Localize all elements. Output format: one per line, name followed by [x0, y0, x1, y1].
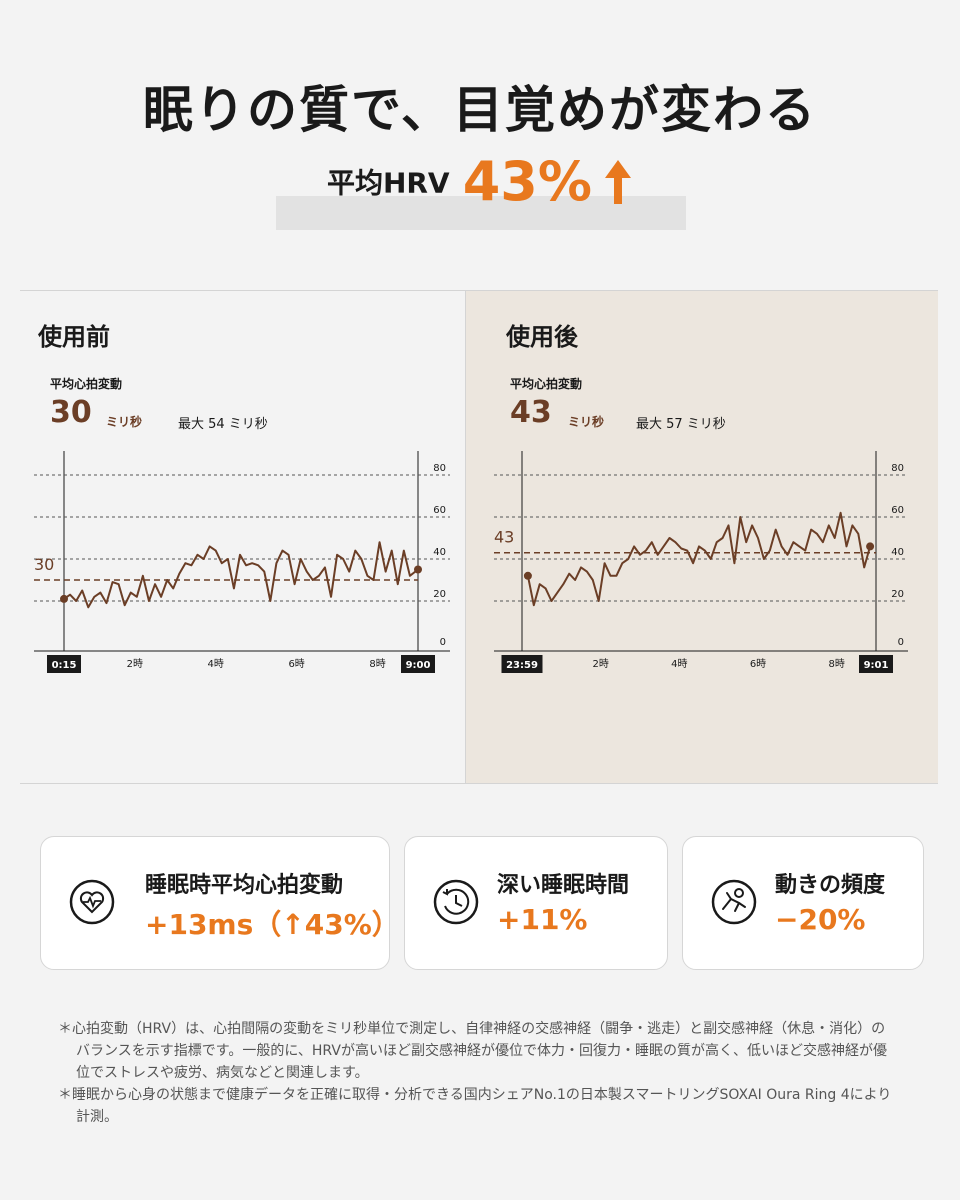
- start-time-label-box: [47, 655, 81, 673]
- end-time-label: 9:01: [859, 655, 893, 673]
- metric-label: 平均心拍変動: [510, 377, 583, 391]
- start-marker: [523, 571, 532, 580]
- end-time-label-box: [401, 655, 435, 673]
- heart-rate-icon: [69, 879, 115, 925]
- footnote: ＊睡眠から心身の状態まで健康データを正確に取得・分析できる国内シェアNo.1の日…: [58, 1087, 892, 1125]
- y-tick-label: 60: [891, 505, 904, 516]
- start-time-label: 0:15: [47, 655, 81, 673]
- y-tick-label: 40: [433, 547, 446, 558]
- footnote: ＊心拍変動（HRV）は、心拍間隔の変動をミリ秒単位で測定し、自律神経の交感神経（…: [58, 1021, 887, 1081]
- end-time-label-text: 9:00: [406, 660, 431, 671]
- comparison-panels: 使用前 平均心拍変動 30 ミリ秒 最大 54 ミリ秒 0 20 40 60 80 30 2…: [20, 290, 938, 784]
- end-marker: [866, 542, 875, 551]
- metric-max: 最大 57 ミリ秒: [636, 417, 726, 432]
- y-tick-label: 80: [433, 463, 446, 474]
- x-tick-label: 4時: [671, 658, 687, 670]
- metric-value: 30: [50, 395, 92, 430]
- start-time-label-text: 0:15: [52, 660, 77, 671]
- metric-unit: ミリ秒: [568, 415, 605, 429]
- before-panel: 使用前 平均心拍変動 30 ミリ秒 最大 54 ミリ秒 0 20 40 60 80 30 2…: [20, 291, 466, 783]
- metric-card-hrv: 睡眠時平均心拍変動 +13ms（↑43%）: [40, 836, 400, 970]
- y-tick-label: 20: [433, 589, 446, 600]
- page-title: 眠りの質で、目覚めが変わる: [143, 81, 817, 139]
- metric-label: 平均心拍変動: [50, 377, 123, 391]
- clock-icon: [433, 879, 479, 925]
- card-title: 睡眠時平均心拍変動: [145, 873, 344, 898]
- start-marker: [60, 594, 68, 603]
- hrv-series-line: [526, 511, 872, 607]
- card-value: +13ms（↑43%）: [145, 908, 400, 941]
- x-tick-label: 8時: [828, 658, 844, 670]
- hrv-label: 平均HRV: [326, 166, 450, 200]
- x-tick-label: 6時: [750, 658, 766, 670]
- hrv-chart-after: 0 20 40 60 80 43 2時 4時 6時 8時 23:59 9:01: [494, 451, 908, 673]
- y-tick-label: 80: [891, 463, 904, 474]
- average-line-label: 43: [494, 528, 514, 547]
- panel-title: 使用後: [506, 323, 578, 351]
- panel-title: 使用前: [38, 323, 110, 351]
- footnotes: ＊心拍変動（HRV）は、心拍間隔の変動をミリ秒単位で測定し、自律神経の交感神経（…: [58, 1018, 898, 1128]
- card-value: +11%: [497, 903, 588, 936]
- end-time-label-text: 9:01: [864, 660, 889, 671]
- x-tick-label: 4時: [208, 658, 224, 670]
- start-time-label-text: 23:59: [506, 660, 538, 671]
- metric-card-deep-sleep: 深い睡眠時間 +11%: [404, 836, 668, 970]
- hrv-summary: 平均HRV 43%: [0, 150, 960, 213]
- hrv-value: 43%: [462, 150, 592, 213]
- y-tick-label: 0: [440, 637, 446, 648]
- start-time-label-box: [501, 655, 543, 673]
- x-tick-label: 2時: [127, 658, 143, 670]
- arrow-up-icon: [605, 159, 632, 204]
- metric-max: 最大 54 ミリ秒: [178, 417, 268, 432]
- end-time-label: 9:00: [401, 655, 435, 673]
- average-line-label: 30: [34, 555, 54, 574]
- hrv-series-line: [63, 541, 419, 609]
- metric-value: 43: [510, 395, 552, 430]
- y-tick-label: 60: [433, 505, 446, 516]
- card-value: −20%: [775, 903, 866, 936]
- end-time-label-box: [859, 655, 893, 673]
- card-title: 動きの頻度: [775, 873, 886, 898]
- x-tick-label: 2時: [592, 658, 608, 670]
- metric-unit: ミリ秒: [106, 415, 143, 429]
- after-panel: 使用後 平均心拍変動 43 ミリ秒 最大 57 ミリ秒 0 20 40 60 80 43 2…: [466, 291, 938, 783]
- x-tick-label: 6時: [288, 658, 304, 670]
- y-tick-label: 40: [891, 547, 904, 558]
- y-tick-label: 0: [898, 637, 904, 648]
- y-tick-label: 20: [891, 589, 904, 600]
- end-marker: [414, 565, 422, 574]
- x-tick-label: 8時: [369, 658, 385, 670]
- sleeping-figure-icon: [711, 879, 757, 925]
- start-time-label: 23:59: [501, 655, 543, 673]
- hrv-chart-before: 0 20 40 60 80 30 2時 4時 6時 8時 0:15 9:00: [34, 451, 450, 673]
- card-title: 深い睡眠時間: [497, 873, 630, 898]
- metric-card-movement: 動きの頻度 −20%: [682, 836, 924, 970]
